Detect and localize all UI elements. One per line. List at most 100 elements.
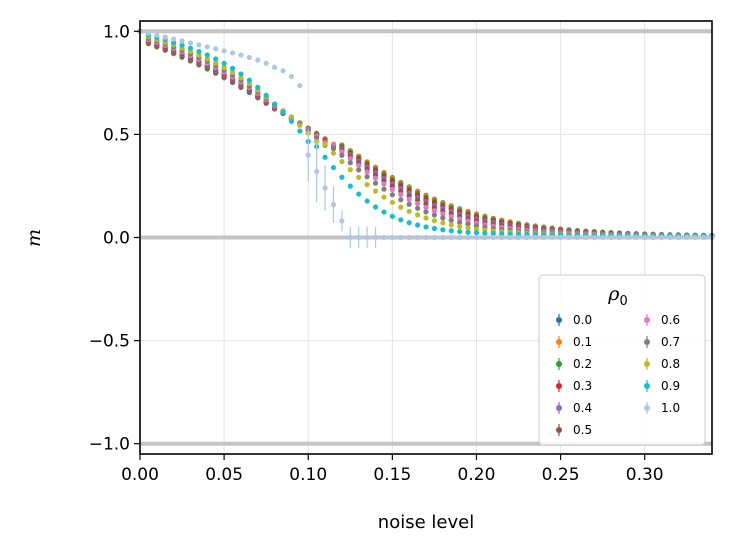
data-point [339, 158, 345, 165]
data-point [574, 234, 581, 241]
data-point [398, 197, 404, 203]
legend-entry-label: 0.3 [573, 379, 592, 393]
data-point [339, 149, 345, 155]
data-point [700, 234, 707, 241]
data-point [440, 211, 446, 217]
data-point [297, 83, 303, 89]
data-point [339, 152, 345, 158]
data-point [196, 48, 202, 55]
data-point [482, 234, 488, 241]
data-point [473, 234, 480, 241]
data-point [591, 234, 597, 241]
data-point [457, 228, 463, 235]
data-point [515, 234, 522, 241]
data-point [280, 68, 286, 74]
y-tick-label: −0.5 [89, 332, 130, 352]
data-point [473, 230, 480, 236]
data-point [423, 224, 429, 230]
data-point [381, 181, 387, 187]
legend-marker [644, 361, 650, 367]
legend-entry-label: 0.5 [573, 423, 592, 437]
legend-marker [556, 317, 562, 323]
data-point [448, 228, 454, 234]
legend-entry-label: 0.7 [661, 335, 680, 349]
data-point [221, 64, 227, 71]
data-point [381, 186, 387, 192]
x-axis-label: noise level [378, 512, 474, 533]
x-tick-label: 0.20 [458, 465, 496, 485]
data-point [431, 225, 438, 232]
legend-marker [556, 361, 562, 367]
data-point [684, 234, 690, 241]
data-point [381, 194, 387, 200]
x-tick-label: 0.05 [205, 465, 243, 485]
data-point [389, 234, 395, 241]
data-point [440, 215, 446, 221]
legend-entry-label: 0.6 [661, 313, 680, 327]
data-point [650, 234, 656, 241]
data-point [431, 208, 438, 214]
data-point [372, 175, 379, 181]
data-point [549, 234, 555, 241]
data-point [238, 52, 244, 58]
data-point [414, 200, 421, 207]
data-point [364, 198, 370, 204]
data-point [414, 222, 421, 228]
series-1.0 [137, 28, 715, 248]
data-point [448, 234, 454, 241]
data-point [364, 174, 370, 180]
data-point [431, 234, 438, 241]
data-point [398, 217, 404, 223]
data-point [196, 42, 202, 48]
data-point [406, 201, 412, 207]
data-point [642, 234, 648, 241]
data-point [179, 38, 185, 44]
data-point [356, 234, 362, 241]
data-point [196, 52, 202, 58]
data-point [608, 234, 614, 241]
data-point [171, 36, 177, 42]
data-point [398, 191, 404, 198]
data-point [473, 226, 480, 232]
data-point [600, 234, 606, 241]
data-point [389, 186, 395, 193]
data-point [431, 212, 438, 218]
data-point [263, 92, 269, 98]
data-point [221, 60, 227, 66]
data-point [213, 56, 219, 62]
data-point [347, 167, 353, 173]
data-point [499, 234, 505, 241]
data-point [675, 234, 681, 241]
x-tick-label: 0.30 [626, 465, 664, 485]
data-point [204, 56, 210, 62]
data-point [633, 234, 639, 241]
data-point [339, 218, 345, 224]
data-point [457, 219, 463, 226]
data-point [372, 188, 379, 194]
legend-entry-label: 0.8 [661, 357, 680, 371]
data-point [398, 234, 404, 241]
data-point [288, 73, 295, 80]
legend-marker [644, 339, 650, 345]
data-point [372, 234, 379, 241]
data-point [314, 168, 320, 175]
data-point [213, 46, 219, 52]
legend-marker [556, 339, 562, 345]
data-point [381, 234, 387, 241]
data-point [423, 215, 429, 221]
data-point [389, 192, 395, 198]
data-point [541, 234, 547, 241]
data-point [465, 225, 471, 231]
data-point [465, 234, 471, 241]
data-point [406, 220, 412, 226]
data-point [389, 213, 395, 219]
data-point [364, 169, 370, 175]
data-point [255, 84, 261, 90]
data-point [423, 209, 429, 215]
data-point [297, 122, 303, 128]
data-point [162, 34, 168, 40]
y-tick-label: 0.0 [103, 229, 130, 249]
data-point [246, 77, 252, 83]
data-point [213, 60, 219, 66]
